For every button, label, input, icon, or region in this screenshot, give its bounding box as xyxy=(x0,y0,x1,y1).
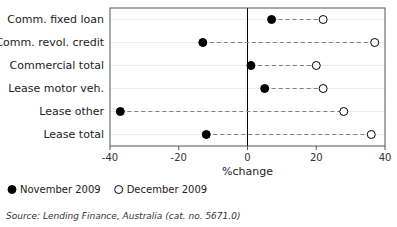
source-note: Source: Lending Finance, Australia (cat.… xyxy=(6,211,240,221)
y-tick-label: Commercial total xyxy=(10,59,104,72)
y-tick-label: Lease total xyxy=(43,128,104,141)
connector xyxy=(265,88,323,89)
x-tick xyxy=(316,146,317,150)
x-tick-label: 40 xyxy=(379,152,392,163)
x-tick-label: -20 xyxy=(171,152,187,163)
connector xyxy=(120,111,343,112)
dot xyxy=(367,131,375,139)
dot xyxy=(371,39,379,47)
legend-label: November 2009 xyxy=(20,184,101,195)
dot xyxy=(268,16,276,24)
row-guide xyxy=(110,42,385,43)
x-tick-label: -40 xyxy=(102,152,118,163)
y-tick-label: Comm. revol. credit xyxy=(0,36,105,49)
legend-label: December 2009 xyxy=(127,184,207,195)
plot-frame xyxy=(110,8,385,146)
legend-marker xyxy=(8,186,16,194)
dot xyxy=(202,131,210,139)
connector xyxy=(251,65,316,66)
background xyxy=(0,0,397,227)
x-axis-label: %change xyxy=(222,165,273,178)
dot xyxy=(340,108,348,116)
y-tick-label: Comm. fixed loan xyxy=(7,13,104,26)
x-tick xyxy=(247,146,248,150)
x-tick-label: 0 xyxy=(244,152,250,163)
x-tick xyxy=(110,146,111,150)
connector xyxy=(272,19,324,20)
x-tick xyxy=(178,146,179,150)
connector xyxy=(203,42,375,43)
dot xyxy=(116,108,124,116)
dot xyxy=(247,62,255,70)
x-tick xyxy=(385,146,386,150)
dot xyxy=(261,85,269,93)
plot-marks xyxy=(116,16,378,139)
y-tick-label: Lease motor veh. xyxy=(8,82,104,95)
dot xyxy=(199,39,207,47)
dot xyxy=(319,85,327,93)
zero-line xyxy=(247,8,248,146)
x-tick-label: 20 xyxy=(310,152,323,163)
dot xyxy=(319,16,327,24)
legend-marker xyxy=(115,186,123,194)
connector xyxy=(206,134,371,135)
chart: -40 -20 0 20 40 Comm. fixed loan Comm. revol. … xyxy=(0,0,397,227)
y-tick-label: Lease other xyxy=(39,105,104,118)
legend: November 2009 December 2009 xyxy=(8,184,207,195)
dot xyxy=(312,62,320,70)
